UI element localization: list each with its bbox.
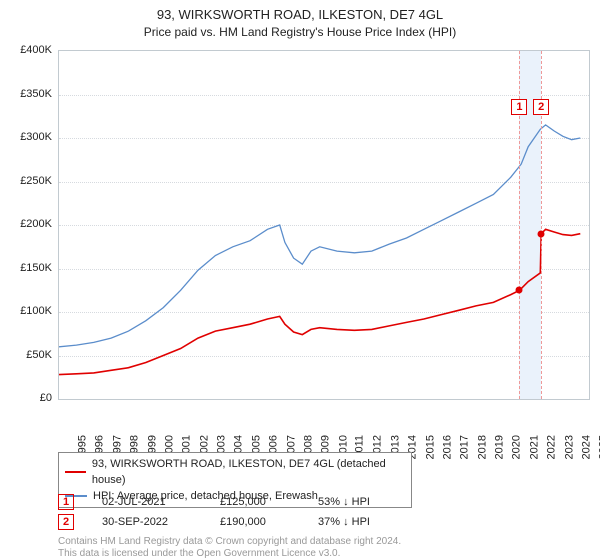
sale-row: 1 02-JUL-2021 £125,000 53% ↓ HPI [58,492,558,512]
sale-date: 02-JUL-2021 [102,492,192,512]
sale-badge: 2 [58,514,74,530]
y-tick-label: £0 [40,393,52,403]
sale-price: £125,000 [220,492,290,512]
x-tick-label: 2023 [563,435,575,459]
sale-badge-float: 1 [511,99,527,115]
x-tick-label: 2021 [528,435,540,459]
legend-label: 93, WIRKSWORTH ROAD, ILKESTON, DE7 4GL (… [92,456,405,488]
legend-item: 93, WIRKSWORTH ROAD, ILKESTON, DE7 4GL (… [65,456,405,488]
x-tick-label: 2016 [441,435,453,459]
x-tick-label: 2020 [511,435,523,459]
sale-date: 30-SEP-2022 [102,512,192,532]
sale-marker-dot [538,230,545,237]
sale-hpi: 37% ↓ HPI [318,512,408,532]
sale-row: 2 30-SEP-2022 £190,000 37% ↓ HPI [58,512,558,532]
y-tick-label: £100K [20,306,52,316]
y-tick-label: £400K [20,45,52,55]
x-tick-label: 2015 [424,435,436,459]
sale-badge: 1 [58,494,74,510]
chart-subtitle: Price paid vs. HM Land Registry's House … [0,24,600,41]
x-tick-label: 2022 [546,435,558,459]
legend-swatch [65,471,86,473]
plot-svg [59,51,589,399]
footer-line-2: This data is licensed under the Open Gov… [58,548,401,560]
chart-area: £0 £50K £100K £150K £200K £250K £300K £350K £400… [0,44,600,444]
sale-badge-float: 2 [533,99,549,115]
chart-title: 93, WIRKSWORTH ROAD, ILKESTON, DE7 4GL [0,6,600,24]
plot-area: 12 [58,50,590,400]
y-tick-label: £200K [20,219,52,229]
sale-price: £190,000 [220,512,290,532]
x-tick-label: 2017 [459,435,471,459]
x-tick-label: 2024 [580,435,592,459]
sales-table: 1 02-JUL-2021 £125,000 53% ↓ HPI 2 30-SEP-202… [58,492,558,532]
y-tick-label: £150K [20,263,52,273]
footer-line-1: Contains HM Land Registry data © Crown c… [58,536,401,548]
series-hpi [59,125,580,347]
sale-marker-dot [516,287,523,294]
y-tick-label: £300K [20,132,52,142]
sale-hpi: 53% ↓ HPI [318,492,408,512]
y-tick-label: £250K [20,176,52,186]
y-tick-label: £350K [20,89,52,99]
footer-attribution: Contains HM Land Registry data © Crown c… [58,536,401,560]
y-tick-label: £50K [26,350,52,360]
x-tick-label: 2018 [476,435,488,459]
x-tick-label: 2019 [494,435,506,459]
series-property [59,229,580,374]
